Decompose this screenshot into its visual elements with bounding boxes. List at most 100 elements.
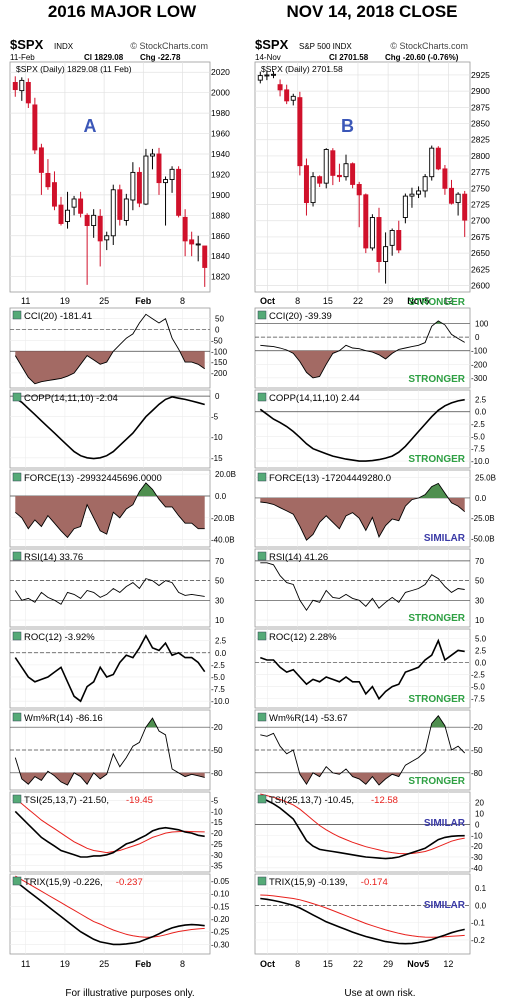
indicator-tick-label: 20 — [475, 799, 484, 808]
price-tick-label: 1960 — [211, 129, 230, 139]
footer-left: For illustrative purposes only. — [65, 988, 194, 999]
indicator-tick-label: -0.05 — [211, 877, 230, 886]
indicator-tick-label: -10.0 — [471, 457, 490, 466]
indicator-tick-label: -35 — [211, 862, 223, 871]
indicator-icon — [257, 310, 267, 320]
indicator-tick-label: -2.5 — [211, 661, 225, 670]
x-tick-label-bottom: 29 — [383, 959, 393, 969]
indicator-badge: SIMILAR — [424, 818, 466, 829]
indicator-line — [14, 880, 205, 946]
indicator-icon — [257, 712, 267, 722]
candle-body — [202, 245, 208, 268]
indicator-frame — [9, 389, 211, 469]
price-tick-label: 1840 — [211, 251, 230, 261]
x-tick-label: 8 — [180, 296, 185, 306]
x-tick-label-bottom: 11 — [21, 959, 30, 969]
indicator-tick-label: -20.0B — [211, 514, 235, 523]
indicator-label: RSI(14) 33.76 — [24, 552, 83, 563]
indicator-icon — [12, 551, 22, 561]
header-close: Cl 2701.58 — [329, 53, 369, 62]
indicator-tick-label: -0.10 — [211, 890, 230, 899]
indicator-area — [145, 718, 158, 728]
indicator-tick-label: 20.0B — [215, 470, 236, 479]
candle-body — [323, 149, 329, 184]
candle-body — [277, 84, 283, 91]
x-tick-label: 19 — [60, 296, 70, 306]
indicator-tick-label: 2.5 — [475, 395, 487, 404]
indicator-icon — [12, 712, 22, 722]
indicator-line — [14, 634, 206, 703]
indicator-tsi: 20 100 -10 -20 -30 -40 TSI(25,13,7) -10.45, -12… — [254, 791, 484, 873]
indicator-force: 25.0B 0.0 -25.0B -50.0B FORCE(13) -172044492… — [254, 469, 496, 548]
indicator-tick-label: -80 — [211, 769, 223, 778]
candle-body — [330, 150, 336, 176]
indicator-badge: STRONGER — [408, 454, 465, 465]
panel-letter: A — [84, 116, 97, 136]
indicator-icon — [257, 472, 267, 482]
x-tick-label-bottom: 8 — [295, 959, 300, 969]
header-exchange: INDX — [54, 42, 74, 51]
indicator-line — [15, 482, 205, 539]
x-tick-label: 15 — [323, 296, 333, 306]
indicator-frame — [254, 873, 471, 955]
indicator-line — [259, 796, 465, 860]
indicator-rsi: 70 50 30 10 RSI(14) 41.26 STRONGER — [254, 548, 484, 628]
price-tick-label: 2600 — [471, 281, 490, 291]
indicator-tick-label: -0.25 — [211, 928, 230, 937]
candle-body — [104, 235, 110, 241]
indicator-tsi: -5-10 -15 -20 -25 -30 -35 TSI(25,13,7) -21.50,… — [9, 791, 223, 873]
indicator-icon — [12, 876, 22, 886]
indicator-frame — [9, 873, 211, 955]
price-tick-label: 2850 — [471, 119, 490, 129]
price-legend: $SPX (Daily) 2701.58 — [261, 64, 343, 74]
indicator-tick-label: -150 — [211, 358, 228, 367]
indicator-cci: 50 0-50 -100 -150 -200 CCI(20) -181.41 — [9, 307, 228, 389]
candle-body — [176, 168, 182, 216]
price-tick-label: 1940 — [211, 149, 230, 159]
indicator-tick-label: -10 — [211, 433, 223, 442]
candle-body — [110, 189, 116, 237]
indicator-trix: -0.05 -0.10 -0.15 -0.20 -0.25 -0.30 TRIX(15,9)… — [9, 873, 230, 955]
candle-body — [462, 193, 468, 221]
indicator-tick-label: 2.5 — [215, 637, 227, 646]
indicator-label: TSI(25,13,7) -21.50, — [24, 795, 109, 806]
price-tick-label: 2875 — [471, 102, 490, 112]
indicator-trix: 0.1 0.0 -0.1 -0.2 TRIX(15,9) -0.139, -0.174 SI… — [254, 873, 487, 955]
indicator-label: TSI(25,13,7) -10.45, — [269, 795, 354, 806]
indicator-tick-label: -25 — [211, 840, 223, 849]
indicator-line — [14, 717, 205, 786]
candle-body — [383, 246, 389, 262]
indicator-tick-label: -7.5 — [471, 445, 485, 454]
candle-body — [422, 176, 428, 192]
indicator-tick-label: -10.0 — [211, 697, 230, 706]
indicator-tick-label: -5.0 — [471, 683, 485, 692]
header-close: Cl 1829.08 — [84, 53, 124, 62]
price-tick-label: 1980 — [211, 108, 230, 118]
indicator-badge: STRONGER — [408, 694, 465, 705]
price-tick-label: 2725 — [471, 200, 490, 210]
indicator-tick-label: -15 — [211, 818, 223, 827]
header-change: Chg -20.60 (-0.76%) — [385, 53, 459, 62]
price-tick-label: 2675 — [471, 232, 490, 242]
indicator-tick-label: -0.2 — [471, 936, 485, 945]
candle-body — [45, 172, 51, 188]
indicator-badge: STRONGER — [408, 613, 465, 624]
candle-body — [435, 147, 441, 170]
candle-body — [369, 217, 375, 249]
candle-body — [270, 73, 276, 76]
indicator-force: 20.0B 0.0 -20.0B -40.0B FORCE(13) -299324456… — [9, 469, 236, 548]
x-tick-label: 29 — [383, 296, 393, 306]
indicator-tick-label: -2.5 — [471, 420, 485, 429]
price-tick-label: 2000 — [211, 88, 230, 98]
indicator-area — [260, 498, 465, 541]
heading-left: 2016 MAJOR LOW — [48, 2, 197, 21]
candle-body — [402, 195, 408, 218]
candle-body — [149, 153, 155, 157]
header-date: 11-Feb — [10, 53, 35, 62]
candle-body — [376, 217, 382, 262]
indicator-icon — [257, 392, 267, 402]
indicator-tick-label: 0 — [215, 392, 220, 401]
x-tick-label: Nov5 — [407, 296, 429, 306]
header-exchange: S&P 500 INDX — [299, 42, 352, 51]
